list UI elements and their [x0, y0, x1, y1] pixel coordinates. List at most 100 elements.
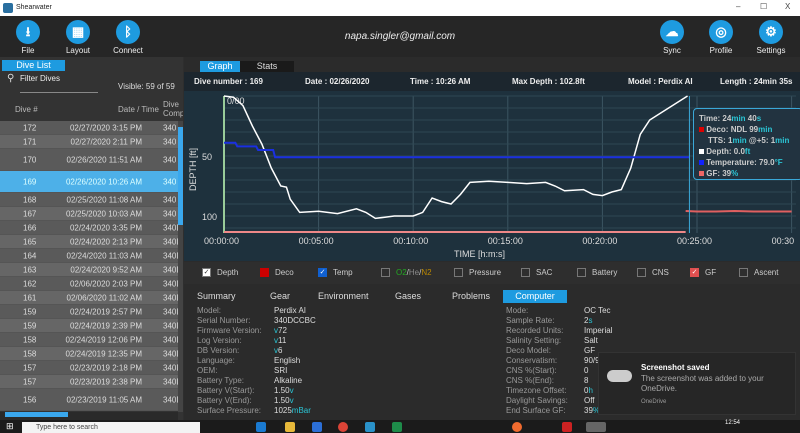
close-button[interactable]: X: [785, 2, 791, 11]
dive-row[interactable]: 157 02/23/2019 2:18 PM 340D: [0, 361, 182, 375]
tab-environment[interactable]: Environment: [318, 291, 369, 301]
legend-gas[interactable]: O2/He/N2: [381, 268, 432, 277]
detail-label: Timezone Offset:: [506, 386, 567, 395]
shearwater-taskbar-icon[interactable]: [586, 422, 606, 432]
x-tick-label: 00:00:00: [204, 236, 239, 246]
header-dive-number[interactable]: Dive #: [15, 105, 38, 114]
dive-row[interactable]: 156 02/23/2019 11:05 AM 340D: [0, 389, 182, 411]
profile-button[interactable]: ◎ Profile: [701, 20, 741, 55]
dive-number: Dive number : 169: [194, 77, 263, 86]
dive-row-number: 170: [23, 155, 37, 164]
x-tick-label: 00:25:00: [677, 236, 712, 246]
tab-computer[interactable]: Computer: [503, 290, 567, 303]
dive-row[interactable]: 161 02/06/2020 11:02 AM 340D: [0, 291, 182, 305]
x-tick-label: 00:30: [772, 236, 795, 246]
tab-summary[interactable]: Summary: [197, 291, 236, 301]
dive-model: Model : Perdix AI: [628, 77, 693, 86]
chrome-icon[interactable]: [338, 422, 348, 432]
legend-ascent[interactable]: Ascent: [739, 268, 778, 277]
legend-pressure[interactable]: Pressure: [454, 268, 501, 277]
dive-row[interactable]: 171 02/27/2020 2:11 PM 340: [0, 135, 178, 149]
minimize-button[interactable]: –: [736, 2, 741, 11]
firefox-icon[interactable]: [512, 422, 522, 432]
dive-row-computer: 340D: [163, 265, 183, 274]
window-title: Shearwater: [16, 4, 52, 11]
legend-sac[interactable]: SAC: [521, 268, 552, 277]
notification-toast[interactable]: Screenshot saved The screenshot was adde…: [598, 352, 796, 415]
detail-value: 2s: [584, 316, 593, 325]
dive-row[interactable]: 157 02/23/2019 2:38 PM 340D: [0, 375, 182, 389]
tab-gear[interactable]: Gear: [270, 291, 291, 301]
horizontal-scrollbar[interactable]: [0, 412, 178, 420]
dive-row[interactable]: 169 02/26/2020 10:26 AM 340: [0, 171, 178, 193]
taskbar-search[interactable]: Type here to search: [22, 422, 200, 433]
detail-value: 340DCCBC: [274, 316, 316, 325]
detail-label: Salinity Setting:: [506, 336, 562, 345]
dive-row[interactable]: 162 02/06/2020 2:03 PM 340D: [0, 277, 182, 291]
outlook-icon[interactable]: [312, 422, 322, 432]
settings-button[interactable]: ⚙ Settings: [751, 20, 791, 55]
dive-row[interactable]: 163 02/24/2020 9:52 AM 340D: [0, 263, 182, 277]
dive-row-number: 159: [23, 321, 37, 330]
legend-gf[interactable]: ✓ GF: [690, 268, 717, 277]
header-dive-computer[interactable]: Dive Comp: [163, 100, 183, 118]
chart-legend: ✓ Depth Deco ✓ Temp O2/He/N2 Pressure SAC …: [184, 262, 800, 284]
dive-row[interactable]: 164 02/24/2020 11:03 AM 340D: [0, 249, 182, 263]
dive-row-date: 02/23/2019 2:18 PM: [69, 363, 142, 372]
header-date-time[interactable]: Date / Time: [118, 105, 159, 114]
detail-label: Log Version:: [197, 336, 242, 345]
filter-input[interactable]: Filter Dives: [20, 74, 61, 83]
dive-row-number: 157: [23, 377, 37, 386]
detail-label: CNS %(Start):: [506, 366, 557, 375]
onedrive-cloud-icon: [607, 370, 632, 382]
legend-deco[interactable]: Deco: [260, 268, 294, 277]
windows-start-icon[interactable]: ⊞: [6, 421, 14, 431]
tab-gases[interactable]: Gases: [395, 291, 422, 301]
dive-row[interactable]: 168 02/25/2020 11:08 AM 340: [0, 193, 178, 207]
detail-label: Mode:: [506, 306, 529, 315]
detail-value: 0: [584, 366, 589, 375]
dive-row[interactable]: 172 02/27/2020 3:15 PM 340: [0, 121, 178, 135]
checkbox-icon: [381, 268, 390, 277]
sync-button[interactable]: ☁ Sync: [652, 20, 692, 55]
layout-button[interactable]: ▦ Layout: [58, 20, 98, 55]
legend-battery[interactable]: Battery: [577, 268, 617, 277]
tab-graph[interactable]: Graph: [200, 61, 240, 72]
file-explorer-icon[interactable]: [285, 422, 295, 432]
detail-value: v72: [274, 326, 287, 335]
dive-row[interactable]: 165 02/24/2020 2:13 PM 340D: [0, 235, 182, 249]
dive-row[interactable]: 159 02/24/2019 2:39 PM 340D: [0, 319, 182, 333]
detail-value: Salt: [584, 336, 598, 345]
dive-row[interactable]: 159 02/24/2019 2:57 PM 340D: [0, 305, 182, 319]
dive-row-number: 161: [23, 293, 37, 302]
dive-row[interactable]: 158 02/24/2019 12:06 PM 340D: [0, 333, 182, 347]
connect-button[interactable]: ᛒ Connect: [108, 20, 148, 55]
edge-icon[interactable]: [256, 422, 266, 432]
y-tick-label: 100: [202, 212, 217, 222]
dive-row-date: 02/27/2020 3:15 PM: [69, 123, 142, 132]
legend-cns[interactable]: CNS: [637, 268, 669, 277]
dive-row-date: 02/27/2020 2:11 PM: [70, 137, 142, 146]
vertical-scrollbar[interactable]: [178, 121, 183, 412]
dive-row-number: 165: [23, 237, 37, 246]
dive-row[interactable]: 158 02/24/2019 12:35 PM 340D: [0, 347, 182, 361]
visible-count: Visible: 59 of 59: [118, 82, 175, 91]
tab-dive-list[interactable]: Dive List: [2, 60, 65, 71]
tab-problems[interactable]: Problems: [452, 291, 491, 301]
dive-profile-chart[interactable]: 00:00:00 00:05:00 00:10:00 00:15:00 00:20:00…: [184, 91, 800, 261]
dive-row[interactable]: 170 02/26/2020 11:51 AM 340: [0, 149, 178, 171]
clock[interactable]: 12:54: [725, 420, 741, 426]
dive-row[interactable]: 166 02/24/2020 3:35 PM 340D: [0, 221, 182, 235]
app-icon[interactable]: [365, 422, 375, 432]
app-icon[interactable]: [562, 422, 572, 432]
maximize-button[interactable]: ☐: [760, 2, 768, 11]
legend-depth[interactable]: ✓ Depth: [202, 268, 239, 277]
file-button[interactable]: ⭳ File: [8, 20, 48, 55]
tab-stats[interactable]: Stats: [240, 61, 294, 72]
dive-row-computer: 340D: [163, 307, 183, 316]
excel-icon[interactable]: [392, 422, 402, 432]
legend-temp[interactable]: ✓ Temp: [318, 268, 353, 277]
dive-row[interactable]: 167 02/25/2020 10:03 AM 340: [0, 207, 178, 221]
dive-row-computer: 340: [163, 155, 177, 164]
checkbox-icon: [637, 268, 646, 277]
